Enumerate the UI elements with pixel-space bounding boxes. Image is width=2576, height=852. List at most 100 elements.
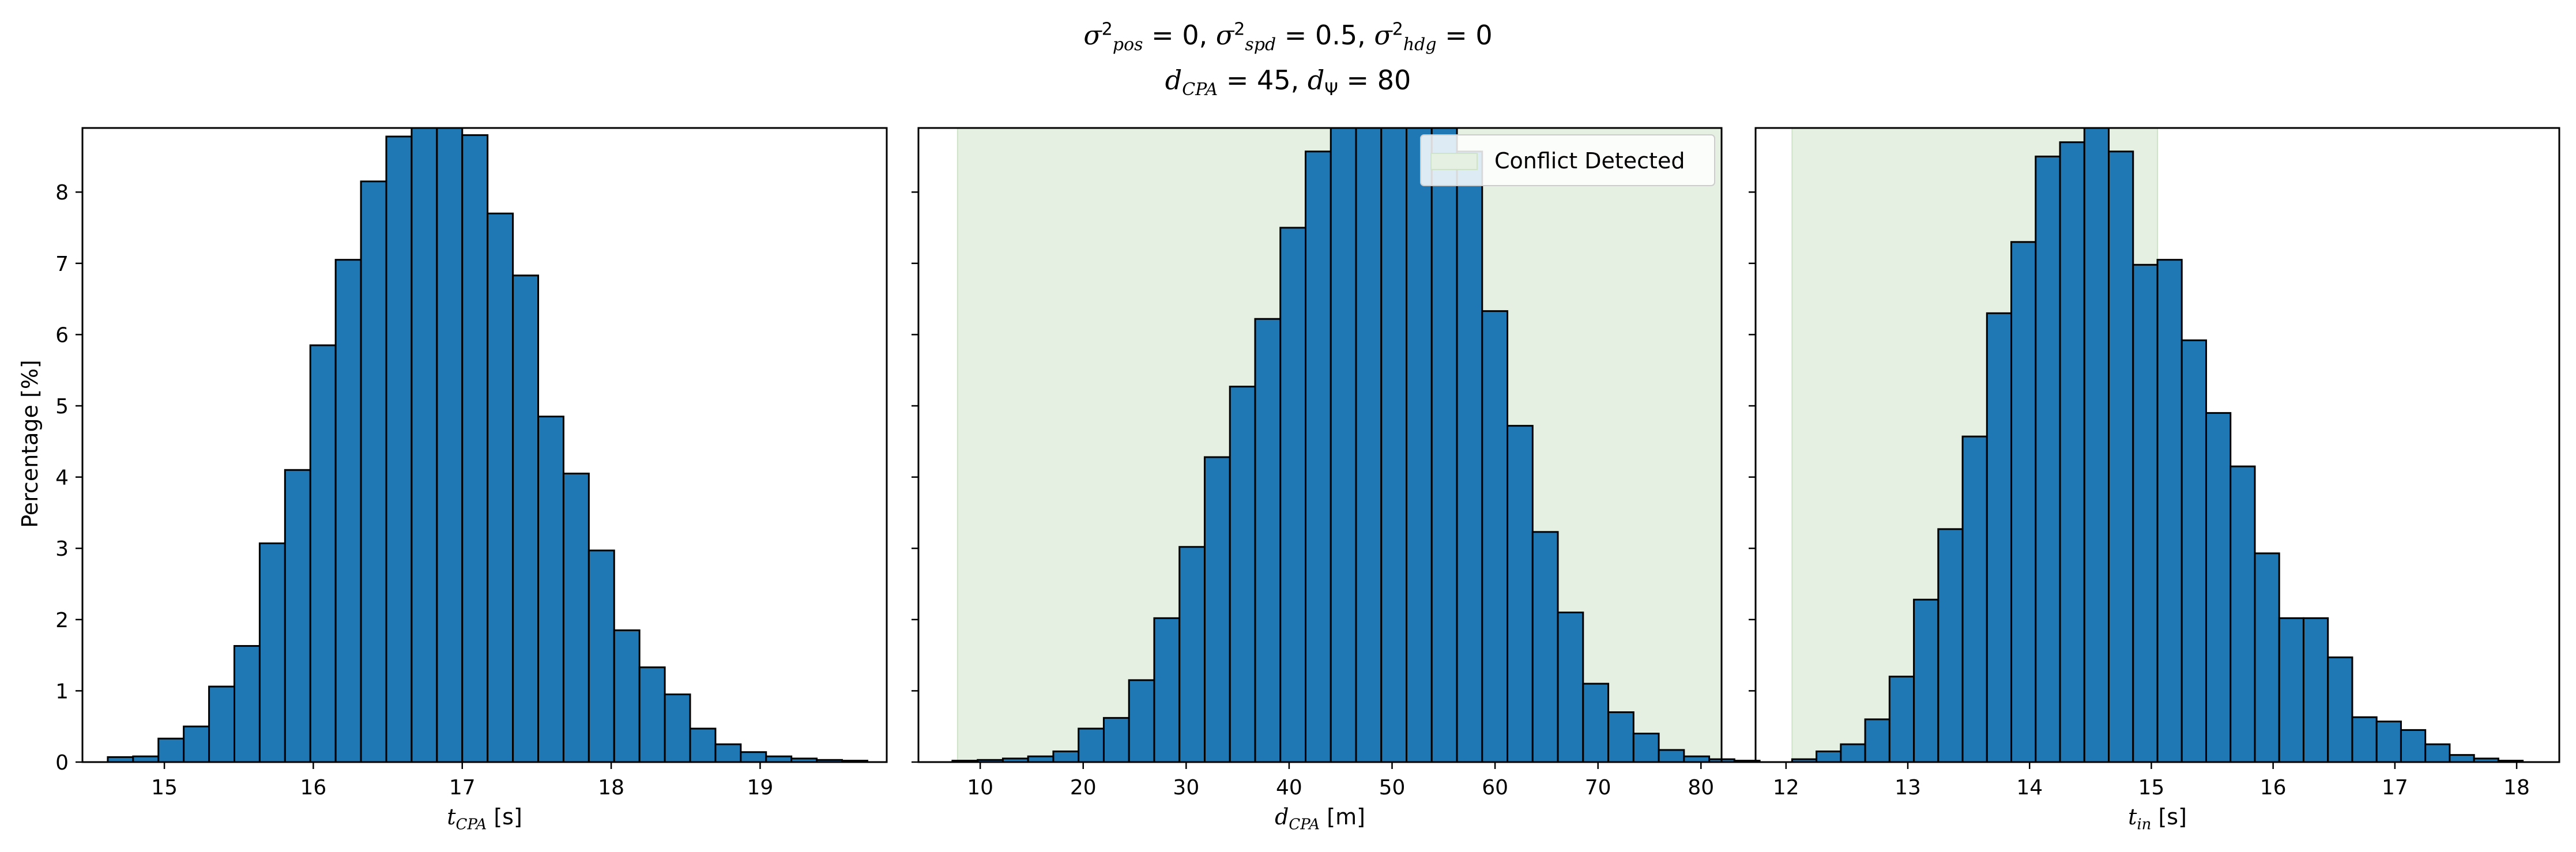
- histogram-bar: [334, 259, 362, 763]
- histogram-bar: [309, 344, 337, 763]
- histogram-bar: [2108, 150, 2134, 763]
- histogram-bar: [157, 737, 185, 763]
- x-tick-label: 15: [151, 776, 178, 800]
- histogram-bar: [208, 685, 236, 763]
- histogram-bar: [284, 469, 311, 763]
- histogram-bar: [1557, 611, 1584, 763]
- histogram-bar: [2010, 241, 2037, 763]
- axes-frame: [1754, 127, 2560, 763]
- histogram-bar: [1937, 528, 1964, 763]
- histogram-bar: [436, 127, 464, 763]
- x-axis-label-tin: tin [s]: [2128, 804, 2187, 834]
- histogram-bar: [512, 274, 539, 763]
- histogram-bar: [2400, 729, 2427, 763]
- legend-box: [1420, 134, 1715, 186]
- histogram-bar: [1406, 127, 1433, 763]
- histogram-bar: [1961, 435, 1988, 763]
- histogram-bar: [1632, 733, 1660, 763]
- panel-tcpa: 0 1 2 3 4 5 6 7 8 15 16 17 18 19: [55, 127, 888, 800]
- x-tick-label: 10: [967, 776, 993, 800]
- x-tick-label: 60: [1482, 776, 1508, 800]
- x-tick-label: 18: [598, 776, 624, 800]
- histogram-bar: [1816, 750, 1842, 763]
- histogram-bar: [1913, 598, 1939, 763]
- histogram-bar: [1380, 127, 1408, 763]
- y-tick-label: 3: [55, 537, 69, 561]
- title-sigma-hdg: σ2hdg = 0: [1374, 20, 1493, 55]
- histogram-bar: [1102, 717, 1130, 763]
- histogram-bar: [714, 743, 742, 763]
- histogram-bar: [1355, 127, 1383, 763]
- figure-title-line2: dCPA = 45, dΨ = 80: [1165, 64, 1411, 100]
- title-sigma-pos: σ2pos = 0,: [1083, 20, 1216, 55]
- histogram-bar: [2035, 155, 2061, 763]
- histogram-bar: [234, 645, 261, 763]
- histogram-bar: [1254, 318, 1282, 763]
- histogram-bar: [487, 212, 514, 763]
- histogram-bar: [2059, 141, 2085, 763]
- histogram-bar: [2278, 617, 2304, 763]
- histogram-bar: [638, 666, 666, 763]
- x-tick-label: 17: [449, 776, 476, 800]
- histogram-bar: [2424, 743, 2451, 763]
- histogram-bar: [740, 751, 767, 763]
- histogram-bar: [1078, 727, 1105, 763]
- histogram-bar: [613, 629, 641, 763]
- x-tick-label: 20: [1070, 776, 1097, 800]
- x-tick-label: 80: [1688, 776, 1714, 800]
- histogram-bar: [1456, 150, 1483, 763]
- histogram-bar: [1531, 531, 1559, 763]
- histogram-bar: [2083, 127, 2110, 763]
- histogram-bar: [2229, 465, 2256, 763]
- panel-dcpa: 10 20 30 40 50 60 70 80 Conflict Detected: [912, 127, 1761, 800]
- histogram-bar: [2132, 263, 2159, 763]
- histogram-bar: [664, 693, 691, 763]
- histogram-bar: [2302, 617, 2329, 763]
- histogram-bar: [2180, 339, 2207, 763]
- title-sigma-spd: σ2spd = 0.5,: [1215, 20, 1374, 55]
- legend-swatch: [1430, 153, 1478, 170]
- histogram-bar: [1888, 676, 1915, 763]
- x-tick-label: 15: [2138, 776, 2165, 800]
- histogram-bar: [1178, 546, 1206, 763]
- histogram-bar: [2254, 552, 2280, 763]
- histogram-bar: [2375, 721, 2402, 763]
- x-tick-label: 18: [2503, 776, 2530, 800]
- x-tick-label: 19: [747, 776, 774, 800]
- histogram-bar: [1128, 679, 1155, 763]
- x-axis-label-tcpa: tCPA [s]: [447, 804, 522, 834]
- x-tick-label: 70: [1585, 776, 1611, 800]
- y-tick-label: 6: [55, 323, 69, 347]
- histogram-bar: [1203, 456, 1231, 763]
- x-tick-label: 13: [1895, 776, 1921, 800]
- y-axis-label: Percentage [%]: [17, 360, 43, 528]
- histogram-bar: [2351, 716, 2378, 763]
- histogram-bar: [537, 416, 564, 763]
- histogram-bar: [2327, 656, 2353, 763]
- x-tick-label: 16: [300, 776, 327, 800]
- histogram-bar: [1330, 127, 1357, 763]
- histogram-bar: [410, 127, 438, 763]
- histogram-bar: [385, 135, 413, 763]
- histogram-bar: [1864, 718, 1890, 763]
- histogram-bar: [1986, 312, 2013, 763]
- histogram-bar: [2449, 754, 2475, 763]
- legend: Conflict Detected: [1420, 134, 1715, 186]
- histogram-bar: [587, 549, 615, 763]
- histogram-bar: [360, 180, 387, 763]
- x-tick-label: 17: [2382, 776, 2408, 800]
- histogram-bar: [1607, 711, 1635, 763]
- x-tick-label: 14: [2016, 776, 2043, 800]
- axes-frame: [81, 127, 888, 763]
- panel-tin: 12 13 14 15 16 17 18: [1749, 127, 2560, 800]
- histogram-bar: [1430, 127, 1458, 763]
- x-tick-label: 40: [1276, 776, 1302, 800]
- y-tick-label: 1: [55, 680, 69, 703]
- histogram-bar: [1658, 749, 1685, 763]
- x-tick-label: 12: [1773, 776, 1799, 800]
- y-tick-label: 0: [55, 751, 69, 775]
- histogram-bar: [1582, 683, 1610, 763]
- y-tick-label: 4: [55, 466, 69, 490]
- histogram-bar: [1229, 386, 1256, 763]
